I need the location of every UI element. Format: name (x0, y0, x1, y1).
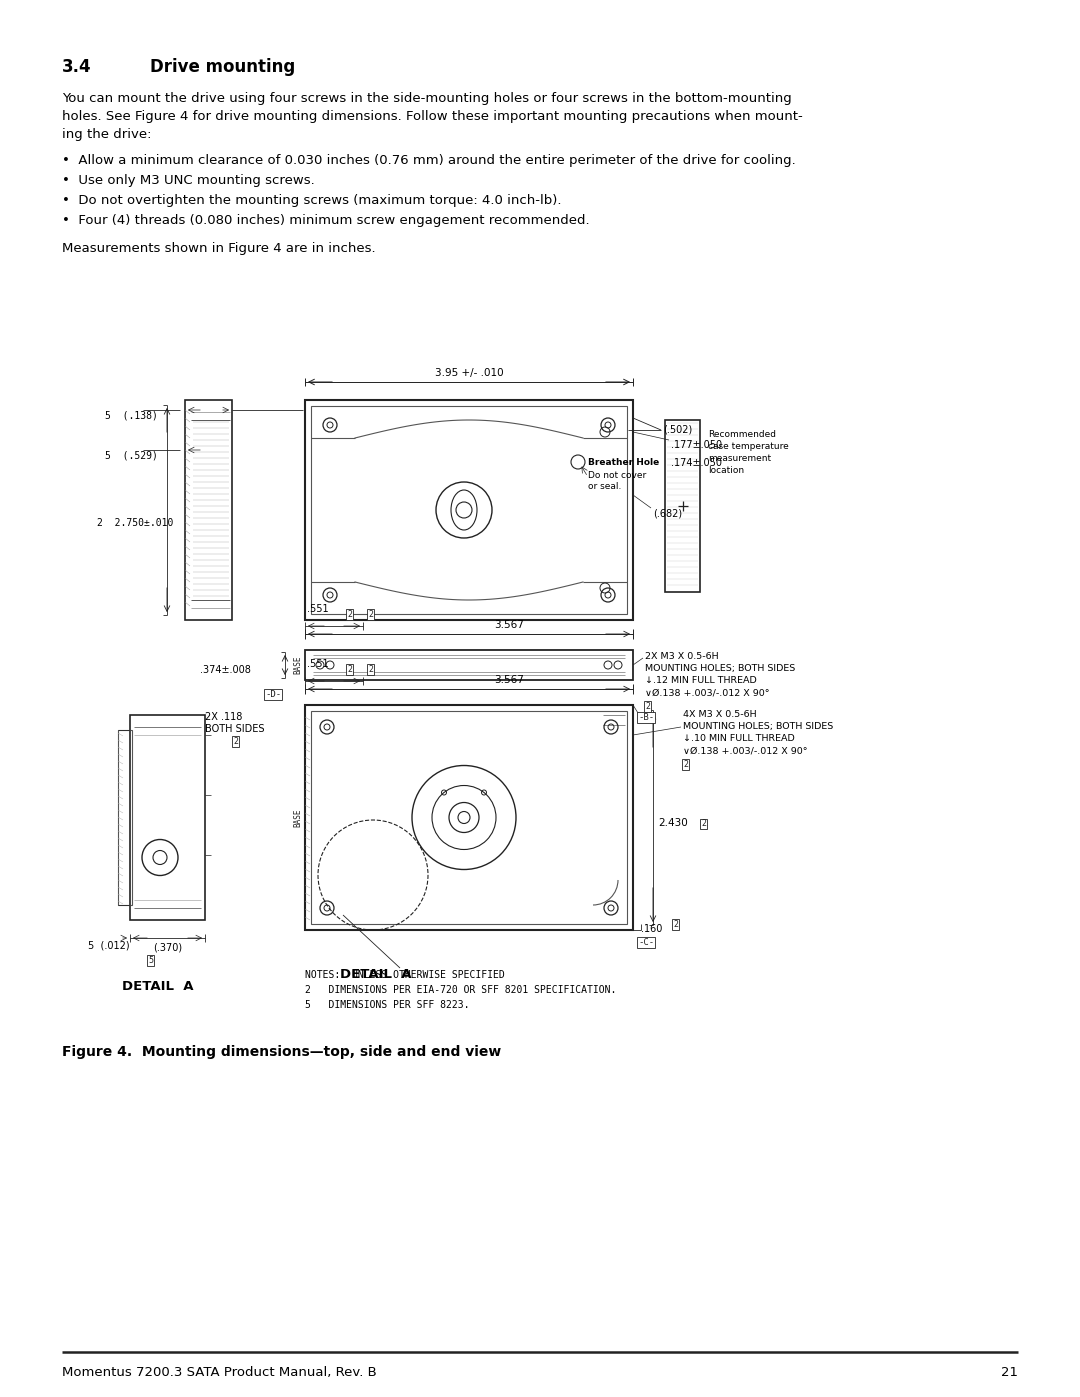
Text: holes. See Figure 4 for drive mounting dimensions. Follow these important mounti: holes. See Figure 4 for drive mounting d… (62, 110, 802, 123)
Text: 2: 2 (347, 665, 352, 673)
Text: ∨Ø.138 +.003/-.012 X 90°: ∨Ø.138 +.003/-.012 X 90° (645, 687, 769, 697)
Bar (305, 650, 633, 680)
Text: 5  (.138): 5 (.138) (105, 409, 158, 420)
Text: .160: .160 (642, 923, 662, 935)
Text: 5  (.012): 5 (.012) (87, 940, 130, 950)
Text: ing the drive:: ing the drive: (62, 129, 151, 141)
Text: 2: 2 (368, 665, 373, 673)
Text: •  Four (4) threads (0.080 inches) minimum screw engagement recommended.: • Four (4) threads (0.080 inches) minimu… (62, 214, 590, 226)
Text: 2: 2 (368, 610, 373, 619)
Text: 2X M3 X 0.5-6H: 2X M3 X 0.5-6H (645, 652, 718, 661)
Text: 2.430: 2.430 (658, 819, 688, 828)
Text: 2: 2 (683, 760, 688, 768)
Text: -D-: -D- (265, 690, 281, 698)
Text: 3.95 +/- .010: 3.95 +/- .010 (434, 367, 503, 379)
Text: 4X M3 X 0.5-6H: 4X M3 X 0.5-6H (683, 710, 757, 719)
Text: Momentus 7200.3 SATA Product Manual, Rev. B: Momentus 7200.3 SATA Product Manual, Rev… (62, 1366, 377, 1379)
Text: -C-: -C- (638, 937, 654, 947)
Text: Drive mounting: Drive mounting (150, 59, 295, 75)
Text: -B-: -B- (638, 712, 654, 722)
Text: case temperature: case temperature (708, 441, 788, 451)
Text: .374±.008: .374±.008 (200, 665, 251, 675)
Text: Figure 4.  Mounting dimensions—top, side and end view: Figure 4. Mounting dimensions—top, side … (62, 1045, 501, 1059)
Text: DETAIL  A: DETAIL A (122, 981, 193, 993)
Text: 2: 2 (233, 738, 238, 746)
Text: Breather Hole: Breather Hole (588, 458, 659, 467)
Text: .174±.050: .174±.050 (671, 458, 723, 468)
Text: •  Use only M3 UNC mounting screws.: • Use only M3 UNC mounting screws. (62, 175, 314, 187)
Text: NOTES:  UNLESS OTHERWISE SPECIFIED: NOTES: UNLESS OTHERWISE SPECIFIED (305, 970, 504, 981)
Bar (311, 711, 627, 923)
Text: .177±.050: .177±.050 (671, 440, 723, 450)
Text: measurement: measurement (708, 454, 771, 462)
Text: •  Do not overtighten the mounting screws (maximum torque: 4.0 inch-lb).: • Do not overtighten the mounting screws… (62, 194, 562, 207)
Text: ↓.10 MIN FULL THREAD: ↓.10 MIN FULL THREAD (683, 733, 795, 743)
Text: 2: 2 (701, 820, 706, 828)
Text: .551: .551 (307, 604, 328, 615)
Text: MOUNTING HOLES; BOTH SIDES: MOUNTING HOLES; BOTH SIDES (683, 722, 834, 731)
Text: •  Allow a minimum clearance of 0.030 inches (0.76 mm) around the entire perimet: • Allow a minimum clearance of 0.030 inc… (62, 154, 796, 168)
Text: 2  2.750±.010: 2 2.750±.010 (97, 518, 174, 528)
Text: 3.567: 3.567 (494, 620, 524, 630)
Text: 5   DIMENSIONS PER SFF 8223.: 5 DIMENSIONS PER SFF 8223. (305, 1000, 470, 1010)
Text: ∨Ø.138 +.003/-.012 X 90°: ∨Ø.138 +.003/-.012 X 90° (683, 746, 808, 754)
Text: You can mount the drive using four screws in the side-mounting holes or four scr: You can mount the drive using four screw… (62, 92, 792, 105)
Text: DETAIL  A: DETAIL A (340, 968, 411, 981)
Bar (305, 705, 633, 930)
Text: location: location (708, 467, 744, 475)
Bar (118, 731, 132, 905)
Text: 2   DIMENSIONS PER EIA-720 OR SFF 8201 SPECIFICATION.: 2 DIMENSIONS PER EIA-720 OR SFF 8201 SPE… (305, 985, 617, 995)
Text: 2: 2 (645, 703, 650, 711)
Text: Recommended: Recommended (708, 430, 777, 439)
Bar (185, 400, 232, 620)
Text: 2X .118: 2X .118 (205, 712, 242, 722)
Text: BOTH SIDES: BOTH SIDES (205, 724, 265, 733)
Text: Do not cover: Do not cover (588, 471, 646, 481)
Bar (665, 420, 700, 592)
Text: 5  (.529): 5 (.529) (105, 450, 158, 460)
Text: 3.4: 3.4 (62, 59, 92, 75)
Text: MOUNTING HOLES; BOTH SIDES: MOUNTING HOLES; BOTH SIDES (645, 664, 795, 673)
Bar (305, 400, 633, 620)
Text: (.370): (.370) (153, 942, 183, 951)
Text: 2: 2 (347, 610, 352, 619)
Bar (130, 715, 205, 921)
Text: 2: 2 (673, 921, 678, 929)
Text: 21: 21 (1001, 1366, 1018, 1379)
Text: (.682): (.682) (653, 509, 683, 518)
Text: (.502): (.502) (663, 425, 692, 434)
Bar (311, 407, 627, 615)
Text: BASE: BASE (293, 809, 302, 827)
Text: BASE: BASE (293, 655, 302, 675)
Text: 5: 5 (148, 956, 153, 965)
Text: Measurements shown in Figure 4 are in inches.: Measurements shown in Figure 4 are in in… (62, 242, 376, 256)
Text: or seal.: or seal. (588, 482, 621, 490)
Text: 3.567: 3.567 (494, 675, 524, 685)
Text: ↓.12 MIN FULL THREAD: ↓.12 MIN FULL THREAD (645, 676, 757, 685)
Text: .551: .551 (307, 659, 328, 669)
